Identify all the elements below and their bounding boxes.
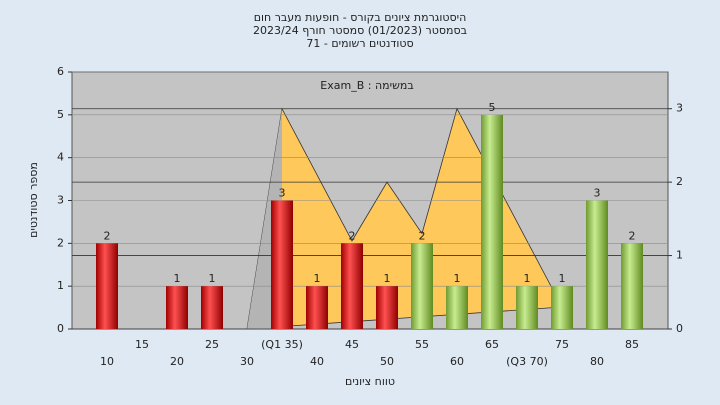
x-tick-label: 50 — [380, 355, 394, 368]
y-tick-label: 0 — [57, 322, 64, 335]
data-label: 1 — [314, 272, 321, 285]
data-label: 1 — [559, 272, 566, 285]
bar — [586, 200, 608, 329]
data-label: 1 — [384, 272, 391, 285]
data-label: 1 — [454, 272, 461, 285]
x-tick-label: 20 — [170, 355, 184, 368]
x-tick-label: 25 — [205, 338, 219, 351]
bar — [621, 243, 643, 329]
bar — [446, 286, 468, 329]
x-tick-label: 15 — [135, 338, 149, 351]
x-tick-label: 60 — [450, 355, 464, 368]
data-label: 3 — [594, 187, 601, 200]
data-label: 5 — [489, 101, 496, 114]
bar — [96, 243, 118, 329]
data-label: 2 — [629, 229, 636, 242]
y-tick-label: 5 — [57, 108, 64, 121]
title-line: סטודנטים רשומים - 71 — [306, 37, 413, 50]
bar — [271, 200, 293, 329]
data-label: 3 — [279, 187, 286, 200]
y-tick-label: 6 — [57, 65, 64, 78]
data-label: 1 — [209, 272, 216, 285]
bar — [166, 286, 188, 329]
x-tick-label: 75 — [555, 338, 569, 351]
data-label: 1 — [174, 272, 181, 285]
y-axis-label: מספר סטודנטים — [27, 162, 40, 238]
x-tick-label: 85 — [625, 338, 639, 351]
data-label: 2 — [419, 229, 426, 242]
y-tick-label: 4 — [57, 151, 64, 164]
bar — [341, 243, 363, 329]
x-tick-label: 55 — [415, 338, 429, 351]
data-label: 1 — [524, 272, 531, 285]
x-axis-label: טווח ציונים — [345, 375, 395, 388]
bar — [551, 286, 573, 329]
y-tick-label: 3 — [57, 194, 64, 207]
x-tick-label: 30 — [240, 355, 254, 368]
bar — [201, 286, 223, 329]
bar — [481, 114, 503, 329]
bar — [306, 286, 328, 329]
y2-tick-label: 2 — [676, 175, 683, 188]
y-tick-label: 2 — [57, 236, 64, 249]
x-tick-label: 80 — [590, 355, 604, 368]
x-tick-label: 45 — [345, 338, 359, 351]
x-tick-label: 40 — [310, 355, 324, 368]
bar — [411, 243, 433, 329]
x-tick-label: (Q3 70) — [506, 355, 548, 368]
y2-tick-label: 3 — [676, 102, 683, 115]
title-line: בסמסטר (01/2023) סמסטר חורף 2023/24 — [253, 24, 467, 37]
x-tick-label: 10 — [100, 355, 114, 368]
x-tick-label: (Q1 35) — [261, 338, 303, 351]
data-label: 2 — [104, 229, 111, 242]
bar — [376, 286, 398, 329]
bar — [516, 286, 538, 329]
annotation: Exam_B : במשימה — [320, 79, 413, 92]
x-tick-label: 65 — [485, 338, 499, 351]
title-line: היסטוגרמת ציונים בקורס - חופעות מעבר חום — [254, 11, 467, 24]
data-label: 2 — [349, 229, 356, 242]
y-tick-label: 1 — [57, 279, 64, 292]
y2-tick-label: 0 — [676, 322, 683, 335]
y2-tick-label: 1 — [676, 249, 683, 262]
